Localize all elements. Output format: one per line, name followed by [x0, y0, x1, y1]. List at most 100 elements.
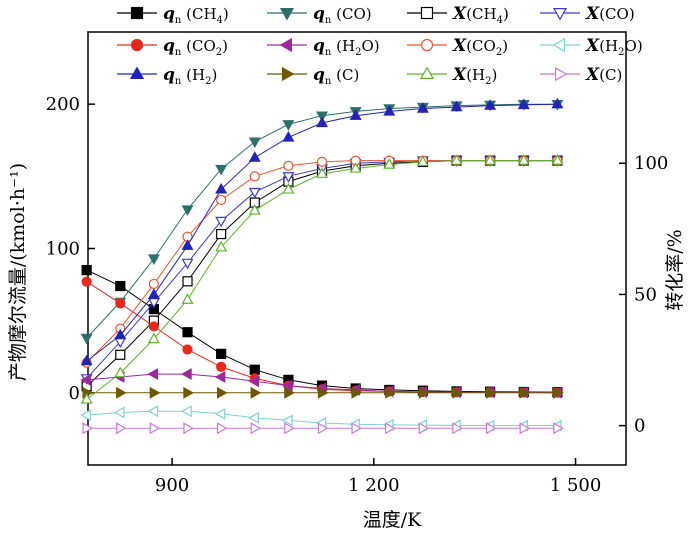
data-point — [553, 386, 564, 399]
data-point — [452, 422, 463, 435]
legend-item: qn (H2) — [117, 65, 217, 87]
data-point — [216, 348, 227, 359]
data-point — [182, 344, 193, 355]
legend-item: qn (CH4) — [117, 4, 229, 26]
data-point — [181, 405, 192, 418]
data-point — [214, 407, 226, 420]
data-point — [282, 130, 295, 142]
data-point — [450, 154, 463, 165]
legend-marker — [420, 6, 434, 20]
data-point — [82, 422, 94, 435]
data-point — [551, 97, 564, 109]
data-point — [248, 151, 261, 162]
data-point — [216, 194, 227, 206]
data-point — [216, 361, 227, 372]
series-line — [86, 103, 558, 339]
series-x-co- — [80, 156, 564, 385]
series-line — [86, 160, 558, 379]
data-point — [215, 240, 228, 252]
legend-label: qn (CH4) — [163, 4, 229, 26]
series-x-ch4- — [81, 155, 563, 392]
data-point — [250, 422, 262, 435]
data-point — [80, 333, 93, 345]
legend-item: X(CO2) — [407, 36, 508, 58]
data-point — [284, 386, 295, 399]
y-axis-right-title: 转化率/% — [664, 229, 686, 310]
data-point — [519, 386, 531, 399]
data-point — [249, 364, 260, 375]
data-point — [519, 422, 531, 435]
data-point — [80, 373, 91, 386]
data-point — [149, 386, 161, 399]
data-point — [485, 422, 497, 435]
legend-item: qn (H2O) — [267, 36, 380, 58]
plot-area-border — [87, 31, 627, 466]
data-point — [485, 386, 497, 399]
legend-label: qn (H2O) — [313, 36, 380, 58]
data-point — [385, 386, 396, 399]
legend-label: qn (H2) — [163, 65, 217, 87]
data-point — [317, 422, 329, 435]
data-point — [183, 386, 194, 399]
data-point — [216, 228, 227, 240]
data-point — [450, 100, 463, 112]
legend-marker — [129, 66, 145, 80]
data-point — [115, 349, 126, 360]
data-point — [283, 160, 294, 171]
legend-marker — [279, 8, 295, 21]
x-axis: 900 1 200 1 500 — [155, 458, 601, 496]
data-point — [553, 422, 564, 435]
data-point — [284, 422, 295, 435]
y-right-tick-label: 0 — [634, 416, 645, 437]
data-point — [80, 354, 93, 366]
legend-item: X(CO) — [540, 4, 635, 24]
data-point — [248, 411, 259, 424]
data-point — [181, 205, 194, 216]
legend-label: X(CO) — [585, 4, 635, 24]
data-point — [248, 137, 261, 149]
y-right-tick-label: 50 — [634, 284, 657, 305]
data-point — [282, 172, 295, 183]
data-point — [114, 366, 127, 378]
data-point — [181, 258, 194, 270]
data-point — [115, 280, 126, 292]
series-line — [86, 160, 558, 364]
data-point — [517, 98, 530, 110]
legend-label: X(C) — [585, 65, 622, 85]
data-point — [249, 171, 260, 182]
series-x-h2- — [80, 154, 564, 404]
y-left-tick-label: 0 — [69, 383, 80, 404]
data-point — [282, 120, 295, 131]
data-point — [182, 276, 193, 287]
data-point — [349, 109, 362, 120]
legend-item: qn (C) — [267, 65, 359, 87]
data-point — [551, 154, 564, 165]
data-point — [316, 116, 329, 128]
data-point — [351, 386, 363, 399]
data-point — [216, 386, 228, 399]
legend-marker — [419, 66, 435, 80]
data-point — [316, 167, 329, 178]
legend-item: X(H2) — [407, 65, 497, 87]
legend: qn (CH4) qn (CO) X(CH4) X(CO) qn (CO2) qn (H2… — [117, 4, 643, 87]
data-point — [116, 422, 127, 435]
x-tick-label: 900 — [155, 475, 189, 496]
data-point — [385, 422, 396, 435]
legend-item: qn (CO2) — [117, 36, 228, 58]
legend-item: qn (CO) — [267, 4, 372, 26]
x-tick-label: 1 500 — [550, 475, 602, 496]
data-point — [383, 104, 396, 116]
data-point — [416, 155, 429, 167]
x-axis-title: 温度/K — [363, 509, 422, 531]
data-point — [80, 392, 93, 404]
data-point — [149, 422, 161, 435]
data-point — [183, 422, 194, 435]
series-x-h2o- — [80, 405, 562, 432]
data-point — [147, 254, 160, 265]
data-point — [349, 162, 362, 173]
data-point — [351, 422, 363, 435]
legend-marker — [552, 8, 568, 21]
data-point — [116, 386, 127, 399]
legend-label: qn (CO2) — [163, 36, 228, 58]
legend-label: qn (C) — [313, 65, 359, 87]
